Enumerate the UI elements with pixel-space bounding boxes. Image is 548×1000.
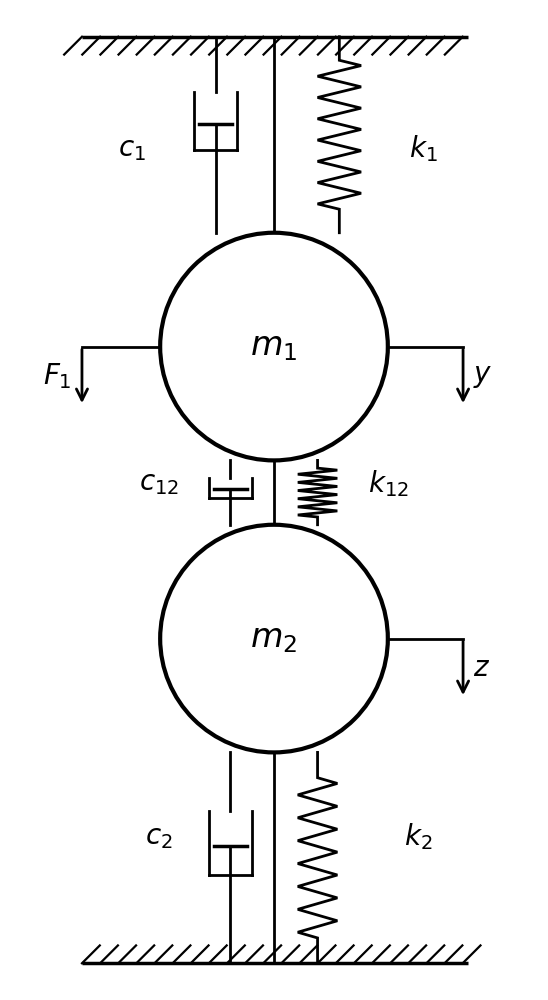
Circle shape xyxy=(160,233,388,460)
Text: $c_1$: $c_1$ xyxy=(117,135,145,163)
Text: $m_1$: $m_1$ xyxy=(250,330,298,363)
Circle shape xyxy=(160,525,388,752)
Text: $y$: $y$ xyxy=(473,362,493,390)
Text: $m_2$: $m_2$ xyxy=(250,622,298,655)
Text: $z$: $z$ xyxy=(473,654,490,682)
Text: $F_1$: $F_1$ xyxy=(43,361,72,391)
Text: $k_{12}$: $k_{12}$ xyxy=(368,468,409,499)
Text: $k_1$: $k_1$ xyxy=(409,133,438,164)
Text: $c_{12}$: $c_{12}$ xyxy=(139,469,179,497)
Text: $k_2$: $k_2$ xyxy=(404,821,433,852)
Text: $c_2$: $c_2$ xyxy=(145,823,173,851)
